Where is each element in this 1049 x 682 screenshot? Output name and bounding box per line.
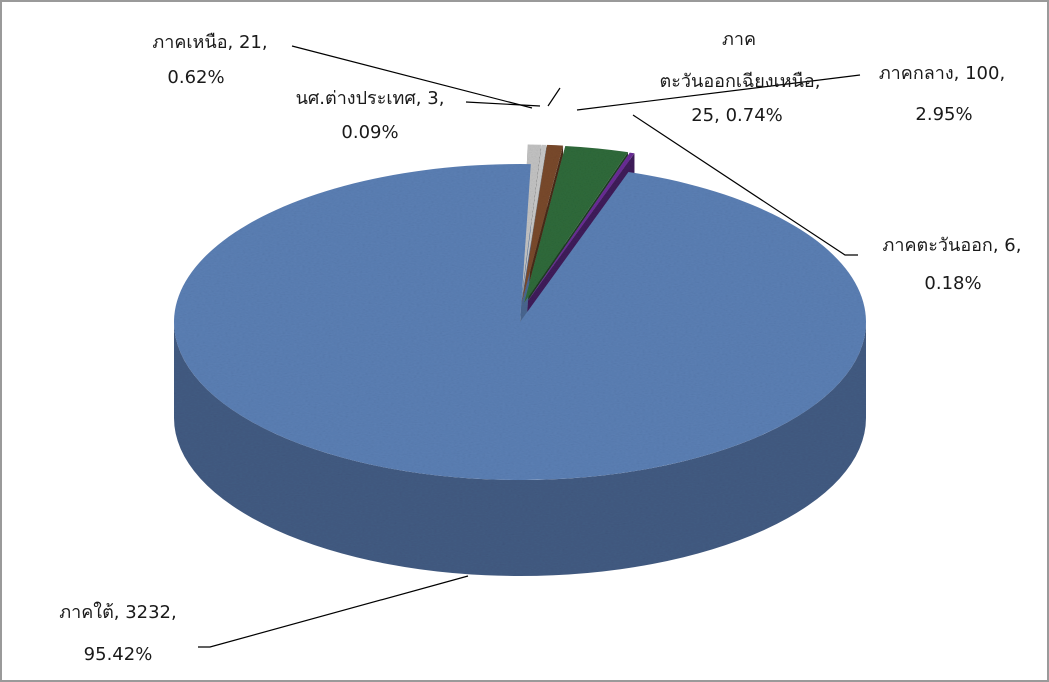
leader-line-south [198,575,469,648]
leader-line-northeast [547,87,561,107]
leader-line-foreign [465,101,541,107]
data-label-south: ภาคใต้, 3232, 95.42% [59,601,176,665]
leader-line-north [291,45,533,109]
pie-slice-4 [524,145,628,303]
data-label-east: ภาคตะวันออก, 6, 0.18% [883,235,1022,294]
pie-wall-0 [174,322,866,576]
data-label-central-line1: ภาคกลาง, 100, [879,63,1005,84]
data-label-foreign-line2: 0.09% [341,122,398,143]
pie-slice-3 [521,144,564,303]
data-label-central: ภาคกลาง, 100, 2.95% [879,63,1005,125]
pie-slice-1 [520,144,542,303]
leader-lines [198,45,861,648]
data-label-south-line2: 95.42% [84,644,153,665]
data-label-foreign-line1: นศ.ต่างประเทศ, 3, [296,88,445,109]
pie-slice-2 [521,144,547,303]
pie-slice-5 [526,152,635,304]
data-label-north-line2: 0.62% [167,67,224,88]
pie-slice-0 [174,163,867,480]
data-label-east-line1: ภาคตะวันออก, 6, [883,235,1022,256]
leader-line-central [576,74,861,111]
data-label-north: ภาคเหนือ, 21, 0.62% [152,32,267,88]
data-label-northeast-line2: ตะวันออกเฉียงเหนือ, [660,71,821,92]
data-label-east-line2: 0.18% [924,273,981,294]
data-label-northeast-line3: 25, 0.74% [691,105,783,126]
data-label-south-line1: ภาคใต้, 3232, [59,601,176,623]
data-label-foreign: นศ.ต่างประเทศ, 3, 0.09% [296,88,445,143]
leader-line-east [632,114,858,256]
data-label-northeast-line1: ภาค [722,29,756,50]
pie-slices [174,144,867,576]
data-label-central-line2: 2.95% [915,104,972,125]
data-label-northeast: ภาค ตะวันออกเฉียงเหนือ, 25, 0.74% [660,29,821,126]
data-label-north-line1: ภาคเหนือ, 21, [152,32,267,53]
